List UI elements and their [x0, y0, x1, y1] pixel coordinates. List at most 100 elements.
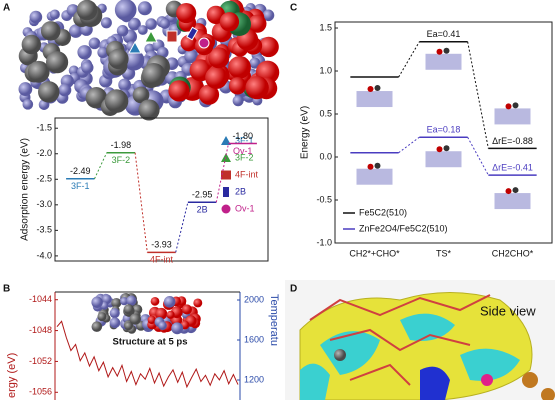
atom: [248, 14, 267, 33]
plot-frame: [334, 21, 553, 244]
snapshot-atom: [505, 188, 512, 195]
atom: [171, 322, 184, 335]
y-tick-label: -1044: [29, 294, 52, 304]
atom: [49, 9, 60, 20]
panel-annotation: Side view: [480, 303, 536, 318]
atom: [108, 48, 129, 70]
atom: [104, 89, 129, 113]
y-axis-label: Adsorption energy (eV): [20, 138, 31, 241]
atom: [116, 24, 129, 37]
x-tick-label: CH2*+CHO*: [349, 248, 400, 258]
atom: [109, 317, 121, 329]
y2-tick-label: 2000: [244, 294, 264, 304]
atom: [81, 61, 94, 74]
atom: [176, 3, 197, 24]
legend-label: 4F-int: [235, 169, 259, 179]
atom: [184, 49, 199, 64]
level-label: 3F-1: [71, 181, 90, 191]
annotation: ΔrE=-0.88: [492, 136, 533, 146]
atom: [126, 295, 137, 306]
y-tick-label: 0.0: [319, 151, 332, 161]
atom: [262, 9, 275, 22]
atom: [128, 17, 141, 31]
snapshot-atom: [512, 187, 519, 194]
connector: [467, 41, 489, 149]
atom: [163, 296, 176, 308]
atom: [155, 307, 168, 320]
legend-marker: [223, 187, 229, 197]
structure-image: [18, 0, 280, 121]
connector: [398, 41, 420, 78]
annotation: Ea=0.41: [427, 29, 461, 39]
atom: [97, 312, 107, 322]
atom: [118, 78, 132, 92]
atom: [69, 24, 83, 38]
atom: [38, 81, 60, 103]
atom: [219, 12, 240, 32]
y2-tick-label: 1600: [244, 334, 264, 344]
atom: [88, 37, 101, 50]
x-tick-label: TS*: [436, 248, 452, 258]
atom: [77, 45, 92, 60]
atom: [141, 62, 166, 87]
level-label: Ov-1: [233, 146, 253, 156]
level-label: 4F-int: [150, 255, 174, 265]
atom: [120, 297, 129, 306]
atom: [123, 304, 134, 315]
snapshot-atom: [374, 85, 381, 92]
connector: [94, 152, 108, 179]
legend-label: ZnFe2O4/Fe5C2(510): [359, 223, 448, 233]
y-tick-label: 1.5: [319, 22, 332, 32]
y2-axis-label: Temperatu: [268, 294, 280, 346]
legend-marker: [221, 204, 231, 214]
legend-label: 3F-2: [235, 152, 254, 162]
atom: [258, 36, 279, 58]
atom: [123, 49, 145, 71]
charge-density-image: [285, 280, 555, 400]
y-tick-label: -1.0: [316, 237, 332, 247]
y-tick-label: -1052: [29, 356, 52, 366]
site-marker: [198, 37, 210, 49]
atom: [145, 18, 157, 30]
atom: [158, 321, 167, 330]
legend-label: Ov-1: [235, 203, 255, 213]
y-tick-label: 1.0: [319, 65, 332, 75]
site-marker: [166, 30, 178, 43]
atom: [114, 0, 137, 21]
value-label: -2.95: [192, 190, 213, 200]
atom: [18, 82, 33, 96]
atom: [205, 66, 228, 89]
snapshot-atom: [443, 145, 450, 152]
snapshot-atom: [443, 47, 450, 54]
site-marker: [128, 40, 142, 54]
legend-marker: [221, 170, 231, 180]
atom: [27, 60, 50, 83]
y-tick-label: -1048: [29, 325, 52, 335]
snapshot: [356, 168, 393, 185]
y-tick-label: -3.0: [36, 199, 52, 209]
atom: [58, 83, 72, 97]
atom: [40, 21, 61, 41]
y-tick-label: -3.5: [36, 225, 52, 235]
y-axis-label: ergy (eV): [6, 353, 18, 398]
atom: [91, 296, 103, 308]
snapshot-atom: [505, 103, 512, 110]
atom: [208, 47, 230, 69]
value-label: -3.93: [151, 240, 172, 250]
atom: [245, 75, 269, 100]
snapshot-atom: [436, 146, 443, 153]
atom: [150, 296, 160, 306]
site-marker: [186, 26, 199, 41]
atom: [76, 0, 98, 21]
atom: [198, 84, 220, 105]
inset-structure: [91, 293, 203, 335]
connector: [215, 143, 229, 203]
snapshot-atom: [512, 102, 519, 109]
snapshot: [425, 53, 462, 70]
value-label: -2.49: [70, 166, 91, 176]
atom: [228, 55, 251, 79]
atom: [29, 10, 43, 24]
panel-label: A: [3, 3, 10, 14]
y-tick-label: -0.5: [316, 194, 332, 204]
